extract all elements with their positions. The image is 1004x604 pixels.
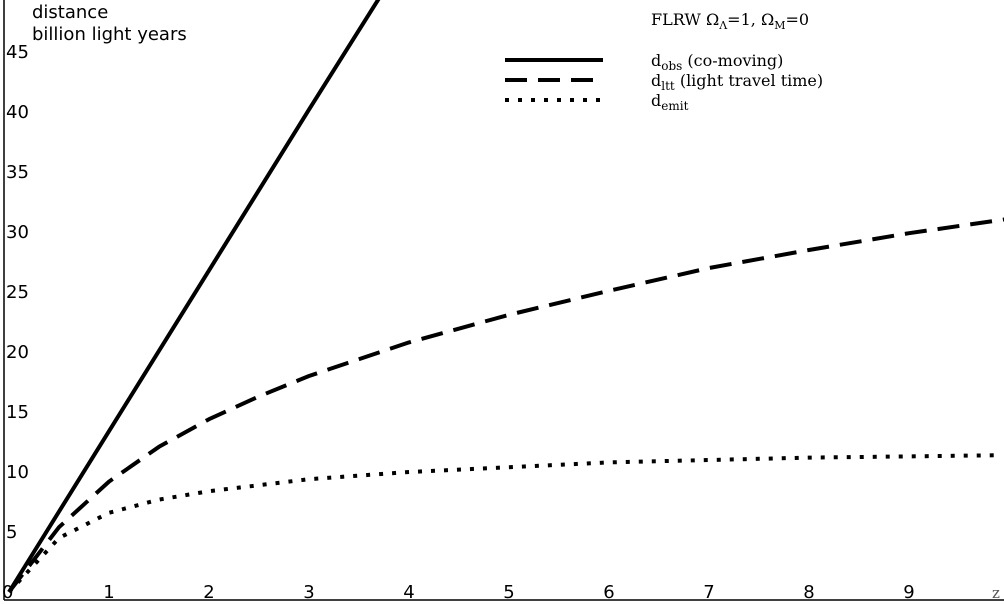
chart-title-m-val: =0	[785, 10, 809, 29]
x-tick-label: 8	[803, 582, 814, 603]
series-layer	[7, 0, 1004, 594]
y-tick-label: 35	[6, 162, 29, 183]
chart-title: FLRW ΩΛ=1, ΩM=0	[651, 10, 809, 32]
x-tick-label: 7	[703, 582, 714, 603]
y-tick-label: 45	[6, 42, 29, 63]
y-tick-label: 10	[6, 462, 29, 483]
series-line-ltt	[7, 217, 1004, 594]
legend-label-emit: demit	[651, 91, 689, 113]
x-tick-label: 2	[203, 582, 214, 603]
series-line-emit	[7, 453, 1000, 594]
x-axis-label: z	[992, 584, 1000, 602]
x-tick-label: 4	[403, 582, 414, 603]
origin-label: 0	[2, 582, 13, 603]
chart-title-lambda-sub: Λ	[718, 19, 728, 32]
y-tick-label: 40	[6, 102, 29, 123]
x-tick-label: 3	[303, 582, 314, 603]
legend-label-ltt: dltt (light travel time)	[651, 71, 823, 93]
chart-title-omega-m: Ω	[761, 10, 774, 29]
series-line-obs	[7, 0, 381, 594]
x-tick-label: 1	[103, 582, 114, 603]
chart-title-m-sub: M	[774, 19, 785, 32]
x-tick-labels: 1 2 3 4 5 6 7 8 9	[103, 582, 914, 603]
legend: dobs (co-moving)dltt (light travel time)…	[505, 51, 823, 113]
y-tick-label: 25	[6, 282, 29, 303]
y-tick-label: 20	[6, 342, 29, 363]
legend-label-obs: dobs (co-moving)	[651, 51, 783, 73]
chart-title-main: FLRW Ω	[651, 10, 719, 29]
x-tick-label: 6	[603, 582, 614, 603]
y-axis-label-line2: billion light years	[32, 24, 187, 45]
x-tick-label: 9	[903, 582, 914, 603]
y-tick-label: 30	[6, 222, 29, 243]
y-tick-label: 5	[6, 522, 17, 543]
chart-title-lambda-val: =1,	[727, 10, 761, 29]
y-tick-labels: 5 10 15 20 25 30 35 40 45	[6, 42, 29, 543]
y-tick-label: 15	[6, 402, 29, 423]
x-tick-label: 5	[503, 582, 514, 603]
y-axis-label-line1: distance	[32, 2, 108, 23]
